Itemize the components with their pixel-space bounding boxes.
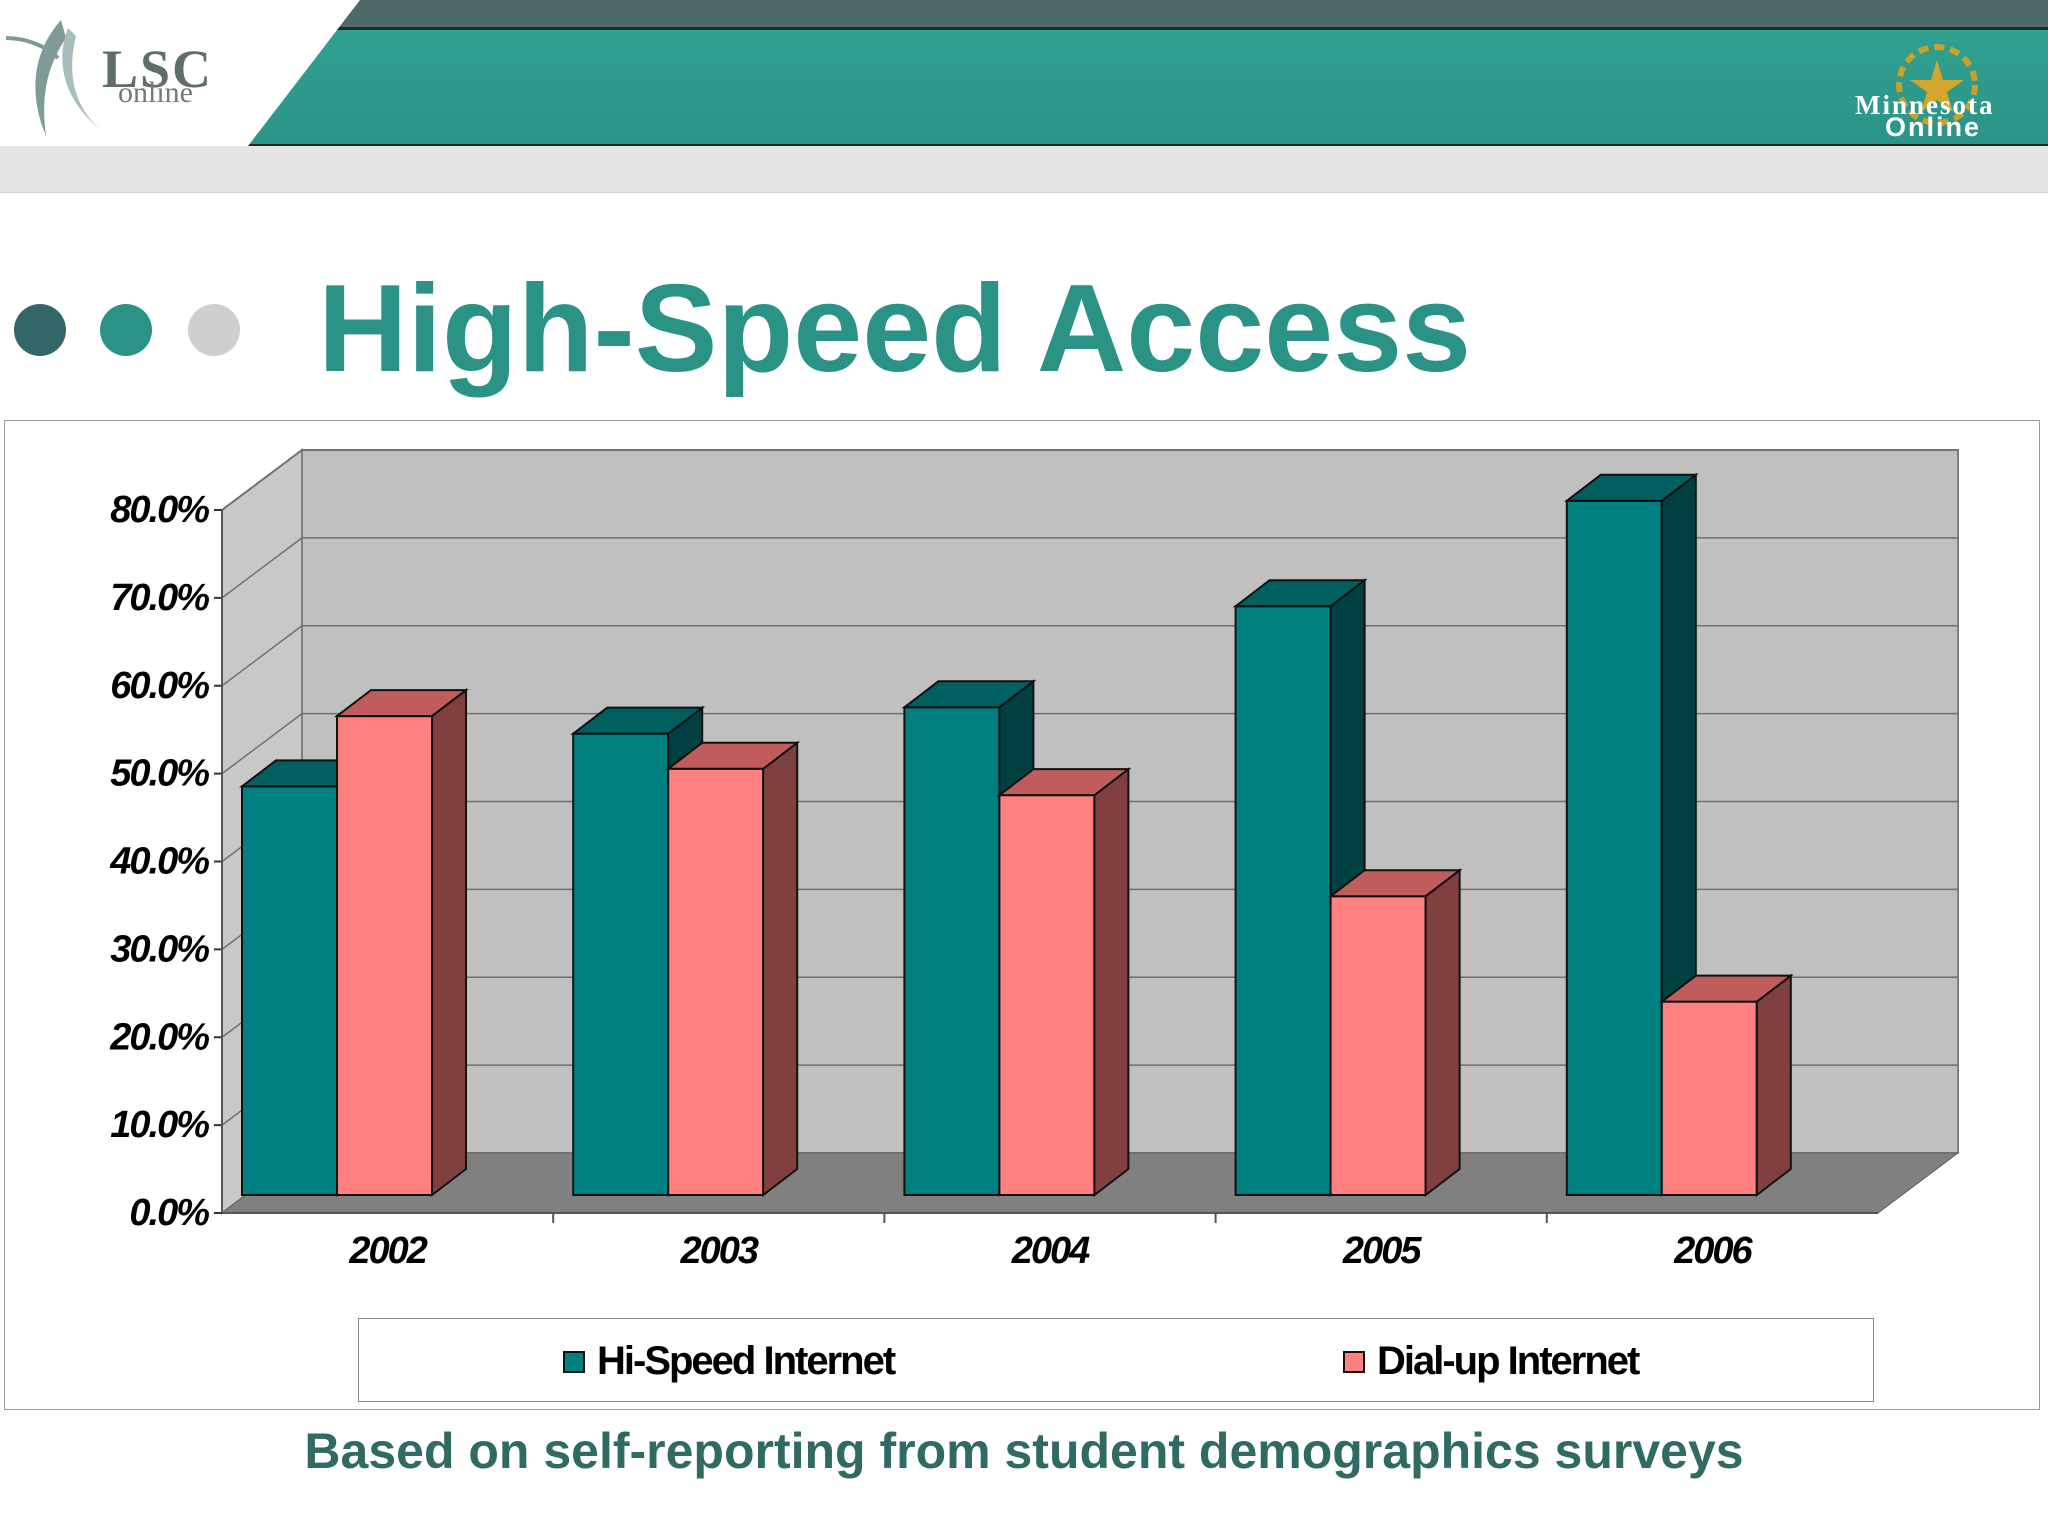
lsc-logo-text: LSC — [102, 39, 214, 99]
x-tick-label: 2005 — [1342, 1230, 1422, 1272]
header-divider-line — [0, 27, 2048, 30]
bar-side — [431, 688, 467, 1198]
title-bullet-dot-1 — [14, 304, 66, 356]
y-tick-label: 40.0% — [109, 841, 209, 883]
slide-header: LSC online Minnesota Online — [0, 0, 2048, 193]
legend-label-hi-speed: Hi-Speed Internet — [597, 1339, 896, 1383]
gridline-side — [221, 713, 303, 775]
legend-swatch-dial-up — [1343, 1350, 1365, 1373]
y-tick-label: 20.0% — [109, 1016, 209, 1058]
y-tick-label: 10.0% — [110, 1104, 209, 1146]
bar-top — [334, 689, 469, 718]
bar-dial-up-2003 — [667, 767, 765, 1197]
bar-side — [1093, 767, 1130, 1198]
legend-item-dial-up: Dial-up Internet — [1343, 1339, 1640, 1384]
header-divider-line-bottom — [0, 144, 2048, 146]
bar-hi-speed-2005 — [1234, 605, 1332, 1196]
bar-top — [1327, 869, 1463, 898]
y-tick-label: 60.0% — [110, 665, 209, 707]
bar-side — [1755, 973, 1792, 1198]
bar-side — [762, 740, 799, 1198]
minnesota-logo-subtext: Online — [1885, 112, 1982, 142]
lsc-swoosh-icon — [6, 20, 101, 136]
bar-dial-up-2005 — [1329, 895, 1427, 1196]
gridline-side — [221, 537, 303, 599]
x-tick-label: 2003 — [680, 1230, 759, 1272]
bar-top — [1563, 473, 1699, 502]
y-tick-label: 0.0% — [129, 1192, 209, 1234]
legend-swatch-hi-speed — [563, 1350, 585, 1373]
bar-top — [1658, 974, 1794, 1003]
slide-title: High-Speed Access — [318, 260, 1472, 398]
x-tick-label: 2004 — [1011, 1230, 1090, 1272]
bar-hi-speed-2002 — [241, 785, 338, 1196]
x-tick-label: 2006 — [1673, 1230, 1753, 1272]
bar-dial-up-2004 — [998, 794, 1096, 1196]
bar-dial-up-2006 — [1660, 1000, 1758, 1196]
y-tick-label: 50.0% — [110, 753, 209, 795]
bar-top — [1232, 579, 1368, 608]
minnesota-logo-text: Minnesota — [1855, 90, 1995, 120]
y-tick-label: 80.0% — [110, 489, 209, 531]
title-bullet-dot-3 — [188, 304, 240, 356]
bar-dial-up-2002 — [336, 715, 433, 1196]
legend-label-dial-up: Dial-up Internet — [1377, 1339, 1640, 1383]
bar-hi-speed-2003 — [572, 732, 670, 1196]
bar-hi-speed-2004 — [903, 706, 1001, 1196]
gridline-side — [221, 625, 303, 687]
minnesota-star-icon — [1896, 44, 1978, 126]
header-teal-band — [0, 30, 2048, 144]
y-tick-label: 30.0% — [110, 928, 209, 970]
bar-top — [996, 768, 1132, 797]
bar-top — [665, 741, 801, 770]
lsc-logo-subtext: online — [118, 76, 193, 109]
bar-side — [1424, 868, 1461, 1198]
title-bullet-dot-2 — [100, 304, 152, 356]
x-tick-label: 2002 — [348, 1230, 427, 1272]
bar-top — [570, 706, 706, 735]
chart-legend: Hi-Speed Internet Dial-up Internet — [358, 1318, 1874, 1402]
gridline-side — [221, 449, 303, 511]
bar-hi-speed-2006 — [1565, 499, 1663, 1197]
slide-footnote: Based on self-reporting from student dem… — [304, 1423, 1744, 1479]
bar-top — [901, 680, 1037, 709]
legend-item-hi-speed: Hi-Speed Internet — [563, 1339, 896, 1384]
header-gray-band — [0, 146, 2048, 193]
y-tick-label: 70.0% — [110, 577, 209, 619]
